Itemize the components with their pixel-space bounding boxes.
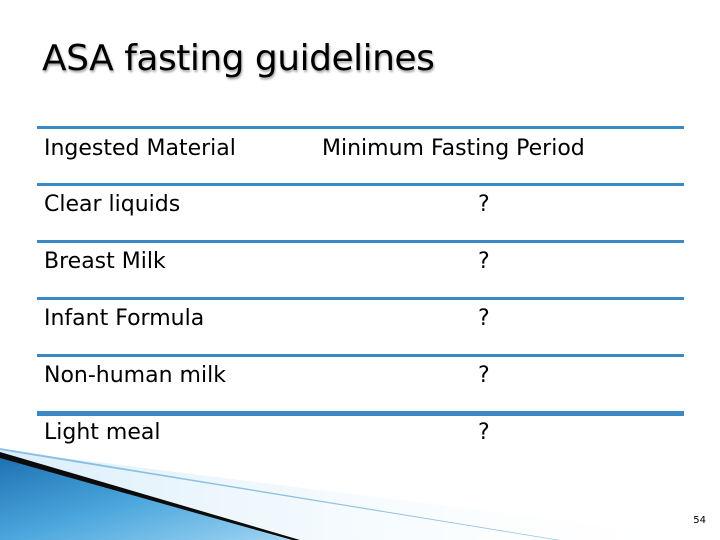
header-ingested-material: Ingested Material	[44, 136, 236, 161]
material-cell: Clear liquids	[44, 192, 181, 217]
period-cell: ?	[478, 192, 490, 217]
table-row: Breast Milk ?	[37, 240, 684, 297]
table-row: Clear liquids ?	[37, 183, 684, 240]
material-cell: Infant Formula	[44, 306, 205, 331]
swoosh-dark-stroke	[0, 452, 300, 540]
table-row: Non-human milk ?	[37, 354, 684, 411]
period-cell: ?	[478, 249, 490, 274]
table-bottom-rule	[37, 413, 684, 416]
period-cell: ?	[478, 306, 490, 331]
material-cell: Non-human milk	[44, 363, 226, 388]
material-cell: Light meal	[44, 420, 161, 445]
table-row: Infant Formula ?	[37, 297, 684, 354]
period-cell: ?	[478, 363, 490, 388]
table-row: Light meal ?	[37, 411, 684, 468]
swoosh-thin-line	[0, 448, 560, 540]
slide-title: ASA fasting guidelines	[42, 38, 435, 79]
period-cell: ?	[478, 420, 490, 445]
decorative-swoosh	[0, 448, 720, 540]
material-cell: Breast Milk	[44, 249, 166, 274]
header-minimum-fasting-period: Minimum Fasting Period	[322, 136, 585, 161]
page-number: 54	[693, 515, 706, 526]
fasting-table: Ingested Material Minimum Fasting Period…	[37, 126, 684, 468]
table-header-row: Ingested Material Minimum Fasting Period	[37, 126, 684, 183]
